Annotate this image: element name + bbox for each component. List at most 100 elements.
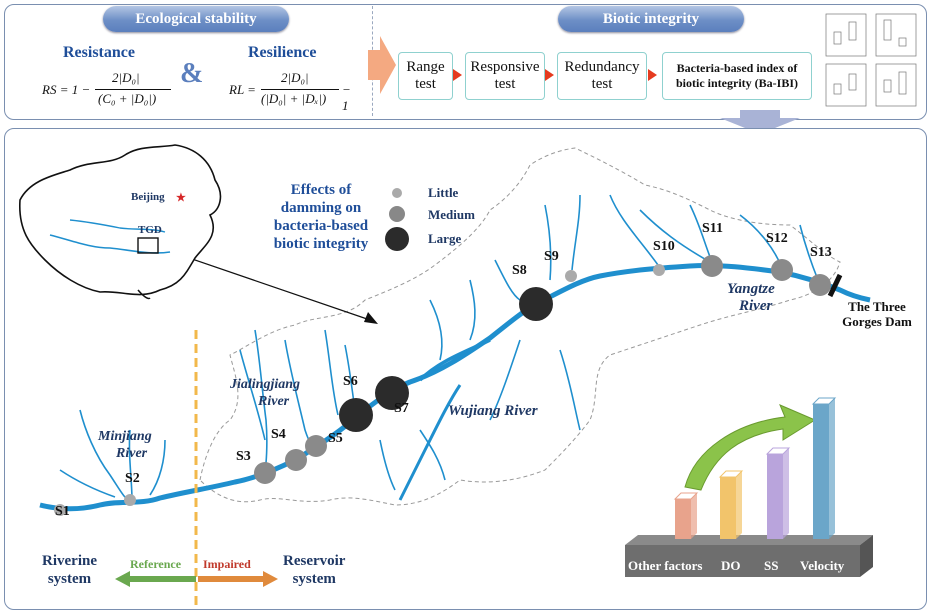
ampersand: & — [180, 58, 204, 89]
site-label-s4: S4 — [271, 427, 286, 442]
legend-medium-circle — [389, 206, 405, 222]
site-marker-s4 — [285, 449, 307, 471]
site-label-s12: S12 — [766, 231, 788, 246]
resilience-label: Resilience — [248, 44, 317, 61]
inset-tgd-label: TGD — [138, 224, 162, 236]
site-label-s11: S11 — [702, 221, 723, 236]
range-test-box: Range test — [398, 52, 453, 100]
site-label-s7: S7 — [394, 401, 409, 416]
bar-label-velocity: Velocity — [800, 558, 845, 573]
resistance-formula: RS = 1 − 2|D₀| (C₀ + |D₀|) — [40, 70, 180, 110]
rs-lhs: RS = 1 − — [42, 82, 91, 97]
reservoir-system-label: Reservoir system — [283, 552, 345, 588]
three-gorges-dam-marker — [827, 273, 843, 298]
site-marker-s12 — [771, 259, 793, 281]
resilience-formula: RL = 2|D₀| (|D₀| + |Dₓ|) − 1 — [225, 70, 360, 113]
site-marker-s6 — [339, 398, 373, 432]
legend-little-label: Little — [428, 185, 459, 200]
impaired-arrow — [198, 571, 278, 587]
biotic-integrity-pill: Biotic integrity — [558, 6, 744, 32]
platform-side — [860, 535, 873, 577]
rl-lhs: RL = — [229, 82, 256, 97]
site-label-s9: S9 — [544, 249, 559, 264]
site-marker-s1 — [54, 504, 66, 516]
rs-denominator: (C₀ + |D₀|) — [98, 91, 157, 106]
yangtze-line-1: Yangtze — [727, 281, 775, 297]
minjiang-line-1: Minjiang — [98, 429, 152, 444]
factor-bar-graphic — [625, 397, 873, 577]
site-marker-s5 — [305, 435, 327, 457]
resistance-label: Resistance — [63, 44, 135, 61]
bar-label-ss: SS — [764, 558, 779, 573]
beijing-star: ★ — [176, 192, 186, 204]
minjiang-river-label: Minjiang River — [98, 428, 152, 462]
site-label-s3: S3 — [236, 449, 251, 464]
panel-connector-arrow — [720, 110, 800, 134]
bar-label-other-factors: Other factors — [628, 558, 703, 573]
ba-ibi-box: Bacteria-based index of biotic integrity… — [662, 52, 812, 100]
dam-line-2: Gorges Dam — [842, 314, 912, 329]
rl-numerator: 2|D₀| — [281, 70, 309, 85]
site-marker-s9 — [565, 270, 577, 282]
rl-fraction-bar — [261, 89, 339, 90]
tributaries — [59, 194, 819, 501]
site-marker-s8 — [519, 287, 553, 321]
bar-label-do: DO — [721, 558, 741, 573]
site-label-s13: S13 — [810, 245, 832, 260]
bar-do — [720, 477, 736, 539]
rl-denominator: (|D₀| + |Dₓ|) — [261, 91, 327, 106]
ecological-stability-pill: Ecological stability — [103, 6, 289, 32]
tgd-box — [137, 237, 159, 254]
riverine-system-label: Riverine system — [42, 552, 97, 588]
basin-boundary — [199, 147, 841, 506]
bar-side-2 — [783, 448, 789, 539]
increasing-arrow — [684, 404, 817, 491]
site-label-s5: S5 — [328, 431, 343, 446]
responsive-test-box: Responsive test — [465, 52, 545, 100]
site-label-s6: S6 — [343, 374, 358, 389]
inset-pointer-head — [364, 312, 378, 324]
platform-front — [625, 545, 860, 577]
site-marker-s13 — [809, 274, 831, 296]
step-arrows — [453, 69, 657, 81]
yangtze-main-stem — [39, 262, 871, 512]
bar-velocity — [813, 404, 829, 539]
legend-little-circle — [392, 188, 402, 198]
bar-other-factors — [675, 499, 691, 539]
effects-title-line-3: bacteria-based — [273, 218, 369, 234]
rl-tail: − 1 — [342, 82, 351, 113]
jialingjiang-line-2: River — [258, 394, 290, 409]
redundancy-test-box: Redundancy test — [557, 52, 647, 100]
site-marker-s10 — [653, 264, 665, 276]
site-label-s10: S10 — [653, 239, 675, 254]
legend-large-label: Large — [428, 231, 462, 246]
reservoir-line-2: system — [292, 571, 336, 587]
inset-pointer-line — [159, 247, 371, 321]
wujiang-river — [418, 338, 491, 382]
effects-title-line-1: Effects of — [290, 182, 352, 198]
riverine-line-2: system — [47, 571, 92, 587]
bar-ss — [767, 454, 783, 539]
jialingjiang-line-1: Jialingjiang — [230, 377, 301, 392]
site-marker-s3 — [254, 462, 276, 484]
bar-group — [673, 397, 837, 539]
platform-top — [625, 535, 873, 545]
dam-line-1: The Three — [848, 299, 906, 314]
effects-title: Effects of damming on bacteria-based bio… — [258, 181, 384, 253]
reference-arrow — [115, 571, 196, 587]
riverine-line-1: Riverine — [42, 553, 97, 569]
wujiang-river-label: Wujiang River — [448, 403, 538, 419]
yangtze-river-label: Yangtze River — [727, 281, 775, 315]
reference-label: Reference — [130, 557, 182, 571]
bar-side-1 — [736, 471, 742, 539]
inset-beijing-label: Beijing — [131, 191, 165, 203]
china-inset-map: ★ — [19, 144, 222, 300]
impaired-label: Impaired — [203, 557, 251, 571]
bar-side-3 — [829, 398, 835, 539]
bar-side-0 — [691, 493, 697, 539]
three-gorges-dam-label: The Three Gorges Dam — [832, 299, 922, 329]
minjiang-line-2: River — [116, 446, 148, 461]
site-marker-s2 — [124, 494, 136, 506]
effects-title-line-4: biotic integrity — [273, 236, 369, 252]
